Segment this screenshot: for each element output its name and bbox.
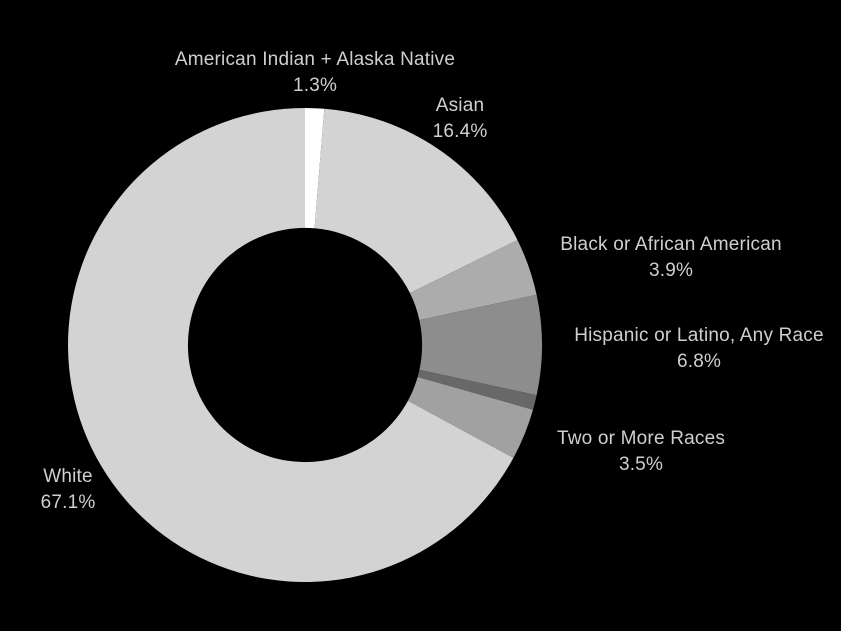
pie-slice-black-or-african-american [409, 240, 537, 321]
slice-label-value: 3.5% [618, 454, 664, 475]
slice-label-name: Asian [435, 95, 485, 116]
slice-label-name: Two or More Races [556, 428, 726, 449]
slice-label-name: Black or African American [560, 234, 782, 255]
pie-slice-asian [314, 108, 518, 294]
slice-label-asian: Asian 16.4% [433, 93, 488, 145]
pie-slice-american-indian-alaska-native [305, 108, 325, 229]
slice-label-black-or-african-american: Black or African American 3.9% [560, 232, 781, 284]
pie-slice-hispanic-or-latino-any-race [419, 294, 542, 396]
slice-label-value: 16.4% [432, 121, 488, 142]
pie-slice-two-or-more-races [407, 376, 533, 458]
slice-label-value: 3.9% [648, 260, 694, 281]
pie-slice-white [68, 107, 514, 582]
slice-label-white: White 67.1% [41, 464, 96, 516]
slice-label-two-or-more-races: Two or More Races 3.5% [557, 426, 725, 478]
pie-slice-unlabeled [417, 369, 537, 410]
slice-label-american-indian-alaska-native: American Indian + Alaska Native 1.3% [175, 47, 455, 99]
slice-label-value: 6.8% [676, 351, 722, 372]
slice-label-value: 1.3% [292, 75, 338, 96]
slice-label-value: 67.1% [40, 492, 96, 513]
slice-label-name: White [43, 466, 93, 487]
slice-label-name: American Indian + Alaska Native [174, 49, 456, 70]
slice-label-hispanic-or-latino-any-race: Hispanic or Latino, Any Race 6.8% [574, 323, 824, 375]
slice-label-name: Hispanic or Latino, Any Race [574, 325, 824, 346]
